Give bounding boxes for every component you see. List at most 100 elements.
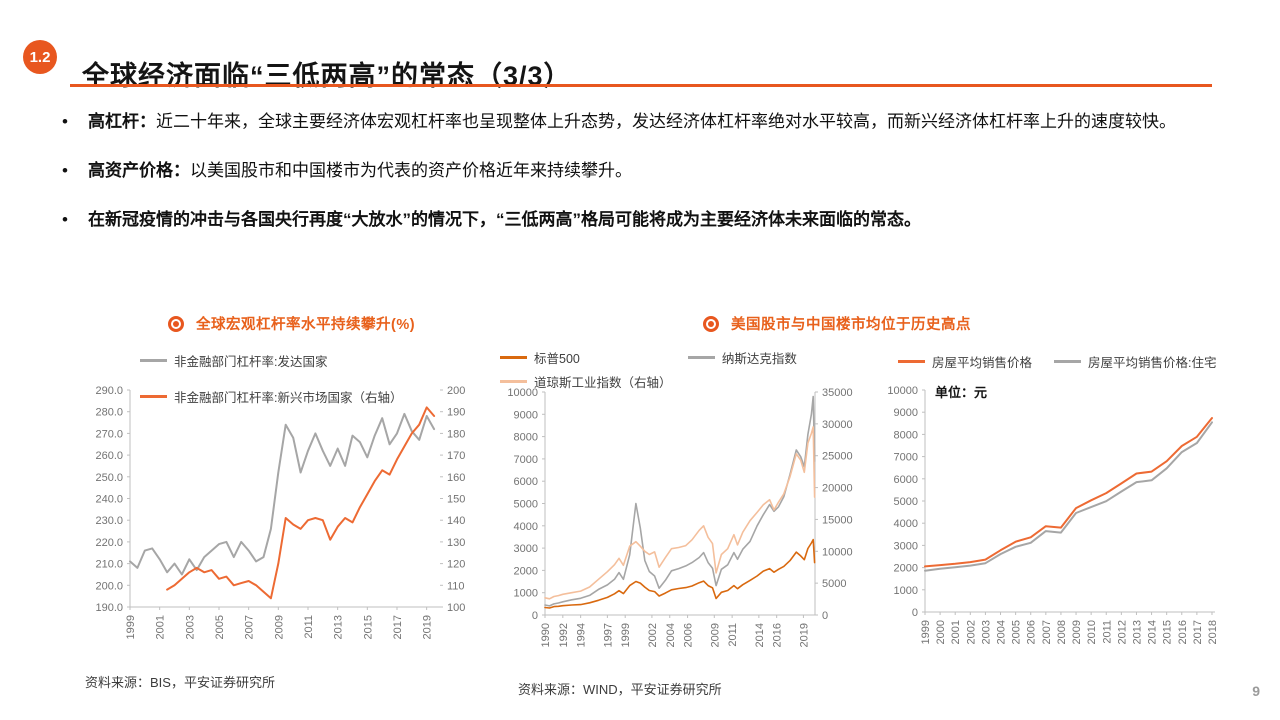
svg-text:170: 170 [447,450,465,462]
bullet-item-asset-price: 高资产价格：以美国股市和中国楼市为代表的资产价格近年来持续攀升。 [62,151,1214,191]
svg-text:5000: 5000 [514,499,538,511]
svg-text:10000: 10000 [507,387,538,399]
svg-text:2006: 2006 [1026,620,1038,644]
svg-text:6000: 6000 [514,476,538,488]
svg-text:1999: 1999 [125,615,137,639]
svg-text:2000: 2000 [935,620,947,644]
leverage-line-chart: 190.0 200.0 210.0 220.0 230.0 240.0 250.0 260.0… [95,385,465,639]
svg-text:2015: 2015 [362,615,374,639]
svg-text:2007: 2007 [1041,620,1053,644]
bullseye-icon [703,315,719,332]
svg-text:2014: 2014 [1147,620,1159,644]
legend-swatch-dow [500,380,527,383]
bullet-text: 在新冠疫情的冲击与各国央行再度“大放水”的情况下，“三低两高”格局可能将成为主要… [88,200,1214,240]
svg-text:220.0: 220.0 [95,537,123,549]
svg-text:2000: 2000 [514,565,538,577]
svg-text:1990: 1990 [540,623,552,647]
svg-text:2003: 2003 [980,620,992,644]
svg-text:1992: 1992 [558,623,570,647]
svg-text:4000: 4000 [894,518,918,530]
svg-text:2017: 2017 [392,615,404,639]
housing-line-chart: 0 1000 2000 3000 4000 5000 6000 7000 8000 9000 100… [887,385,1219,644]
svg-text:单位：元: 单位：元 [935,385,987,400]
svg-text:20000: 20000 [822,483,853,495]
svg-text:0: 0 [532,610,538,622]
legend-item: 房屋平均销售价格 [898,352,1032,371]
svg-text:30000: 30000 [822,419,853,431]
svg-text:1999: 1999 [920,620,932,644]
legend-item: 房屋平均销售价格:住宅 [1054,352,1217,371]
legend-row: 标普500 纳斯达克指数 [500,348,797,367]
svg-text:6000: 6000 [894,474,918,486]
svg-text:7000: 7000 [894,452,918,464]
svg-text:3000: 3000 [514,543,538,555]
svg-text:230.0: 230.0 [95,515,123,527]
svg-text:2002: 2002 [965,620,977,644]
svg-text:2005: 2005 [1011,620,1023,644]
svg-text:3000: 3000 [894,540,918,552]
legend-swatch-gray [140,359,167,362]
bullet-dot [62,151,88,191]
svg-text:2009: 2009 [273,615,285,639]
svg-text:200.0: 200.0 [95,580,123,592]
svg-text:1997: 1997 [602,623,614,647]
svg-text:280.0: 280.0 [95,407,123,419]
legend-label: 纳斯达克指数 [721,352,797,366]
svg-text:290.0: 290.0 [95,385,123,397]
svg-text:2013: 2013 [1131,620,1143,644]
svg-text:150: 150 [447,494,465,506]
svg-text:5000: 5000 [894,496,918,508]
chart2-title-text: 美国股市与中国楼市均位于历史高点 [731,317,971,333]
svg-text:2017: 2017 [1192,620,1204,644]
bullet-label: 高资产价格： [88,161,190,180]
svg-text:0: 0 [912,607,918,619]
bullseye-icon [168,315,184,332]
svg-text:0: 0 [822,610,828,622]
svg-text:5000: 5000 [822,578,846,590]
svg-text:1999: 1999 [620,623,632,647]
legend-swatch-orange [140,395,167,398]
svg-text:9000: 9000 [894,407,918,419]
svg-text:200: 200 [447,385,465,397]
chart2-title: 美国股市与中国楼市均位于历史高点 [703,313,971,334]
svg-text:2005: 2005 [214,615,226,639]
svg-text:1000: 1000 [894,585,918,597]
svg-text:2009: 2009 [709,623,721,647]
svg-text:2004: 2004 [665,623,677,647]
svg-text:2011: 2011 [727,623,739,647]
svg-text:140: 140 [447,515,465,527]
svg-text:2019: 2019 [422,615,434,639]
svg-text:25000: 25000 [822,451,853,463]
bullet-item-leverage: 高杠杆：近二十年来，全球主要经济体宏观杠杆率也呈现整体上升态势，发达经济体杠杆率… [62,102,1214,142]
svg-text:1000: 1000 [514,588,538,600]
svg-text:160: 160 [447,472,465,484]
svg-text:4000: 4000 [514,521,538,533]
legend-row: 房屋平均销售价格 房屋平均销售价格:住宅 [898,352,1217,371]
svg-text:2007: 2007 [244,615,256,639]
svg-text:10000: 10000 [887,385,918,397]
bullet-item-outlook: 在新冠疫情的冲击与各国央行再度“大放水”的情况下，“三低两高”格局可能将成为主要… [62,200,1214,240]
page-number: 9 [1252,683,1260,699]
svg-text:190: 190 [447,407,465,419]
svg-text:2019: 2019 [798,623,810,647]
svg-text:270.0: 270.0 [95,428,123,440]
svg-text:110: 110 [447,580,465,592]
legend-label: 标普500 [534,352,580,366]
title-underline [70,84,1212,87]
legend-label: 房屋平均销售价格 [932,356,1033,370]
legend-item: 纳斯达克指数 [687,348,797,367]
svg-text:2011: 2011 [303,615,315,639]
svg-text:130: 130 [447,537,465,549]
bullet-dot [62,102,88,142]
svg-text:2003: 2003 [184,615,196,639]
svg-text:2013: 2013 [333,615,345,639]
svg-text:2008: 2008 [1056,620,1068,644]
section-badge: 1.2 [23,40,57,74]
bullet-dot [62,200,88,240]
chart1-title-text: 全球宏观杠杆率水平持续攀升(%) [196,317,416,333]
svg-text:250.0: 250.0 [95,472,123,484]
legend-swatch-sp500 [500,356,527,359]
svg-text:190.0: 190.0 [95,602,123,614]
svg-text:2011: 2011 [1101,620,1113,644]
